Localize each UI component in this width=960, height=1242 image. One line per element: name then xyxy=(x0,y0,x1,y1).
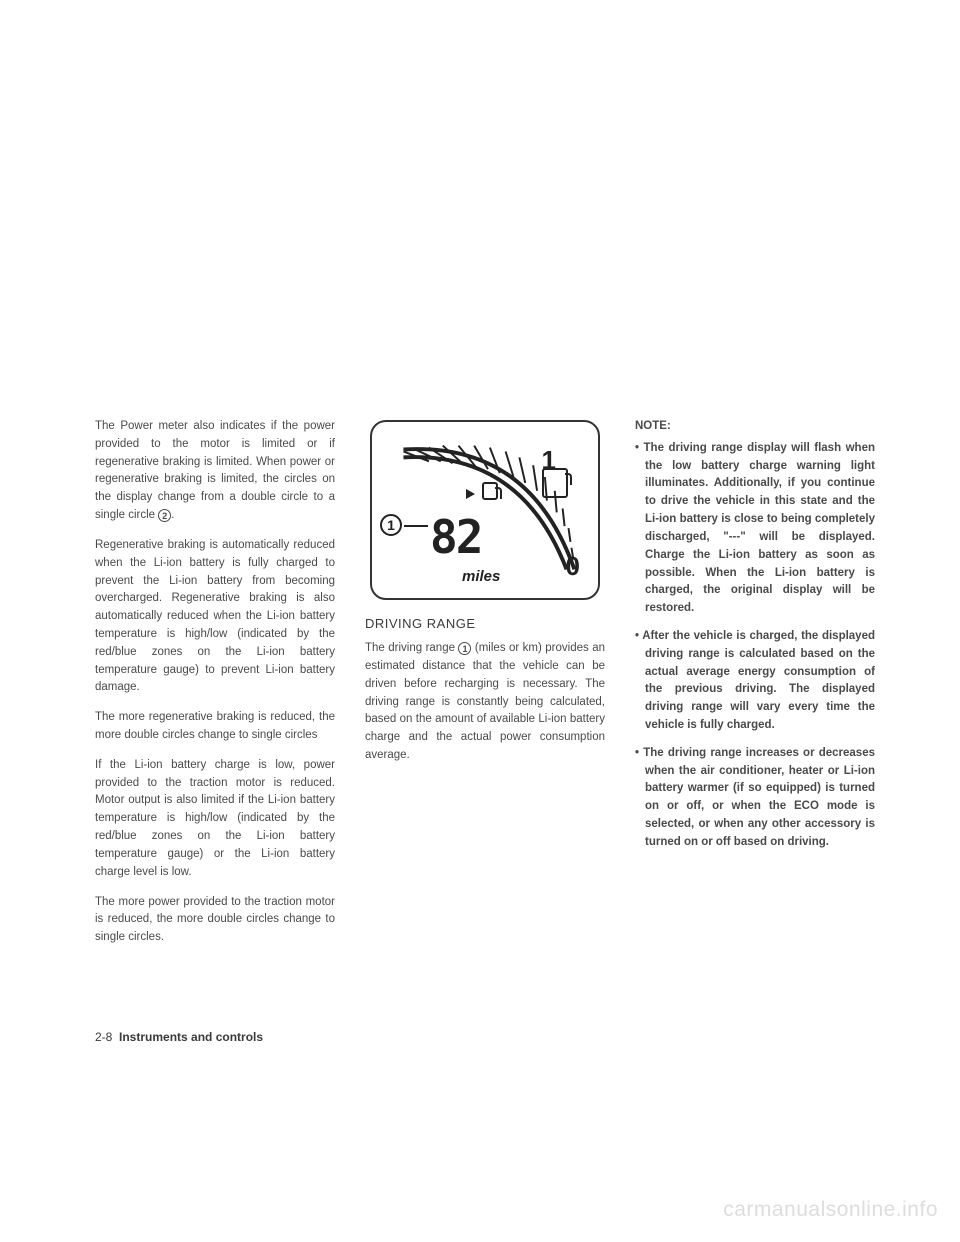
circled-ref-icon: 2 xyxy=(158,509,171,522)
text: The Power meter also indicates if the po… xyxy=(95,420,335,521)
para: Regenerative braking is automatically re… xyxy=(95,537,335,697)
fuel-pump-icon xyxy=(542,468,568,498)
note-heading: NOTE: xyxy=(635,418,875,436)
note-item: The driving range display will flash whe… xyxy=(635,440,875,618)
column-middle: 1 0 1 82 miles DRIVING RANGE The driving… xyxy=(365,418,605,959)
text: (miles or km) provides an estimated dist… xyxy=(365,642,605,761)
section-heading: DRIVING RANGE xyxy=(365,614,605,634)
watermark: carmanualsonline.info xyxy=(723,1198,938,1222)
para: The driving range 1 (miles or km) provid… xyxy=(365,640,605,765)
note-item: The driving range increases or decreases… xyxy=(635,745,875,852)
note-list: The driving range display will flash whe… xyxy=(635,440,875,852)
note-item: After the vehicle is charged, the displa… xyxy=(635,628,875,735)
text: The driving range xyxy=(365,642,458,654)
fuel-pump-small-icon xyxy=(482,482,498,500)
para: The Power meter also indicates if the po… xyxy=(95,418,335,525)
gauge-min-label: 0 xyxy=(566,546,580,586)
page-number: 2-8 xyxy=(95,1030,112,1044)
para: The more regenerative braking is reduced… xyxy=(95,709,335,745)
arrow-right-icon xyxy=(466,489,475,499)
para: If the Li-ion battery charge is low, pow… xyxy=(95,757,335,882)
section-name: Instruments and controls xyxy=(119,1030,263,1044)
column-left: The Power meter also indicates if the po… xyxy=(95,418,335,959)
column-right: NOTE: The driving range display will fla… xyxy=(635,418,875,959)
circled-ref-icon: 1 xyxy=(458,642,471,655)
range-unit: miles xyxy=(462,565,500,588)
text: . xyxy=(171,509,174,521)
range-value: 82 xyxy=(430,502,481,573)
para: The more power provided to the traction … xyxy=(95,894,335,947)
diagram-callout-1: 1 xyxy=(380,514,402,536)
page-footer: 2-8 Instruments and controls xyxy=(95,1030,263,1044)
driving-range-diagram: 1 0 1 82 miles xyxy=(370,420,600,600)
